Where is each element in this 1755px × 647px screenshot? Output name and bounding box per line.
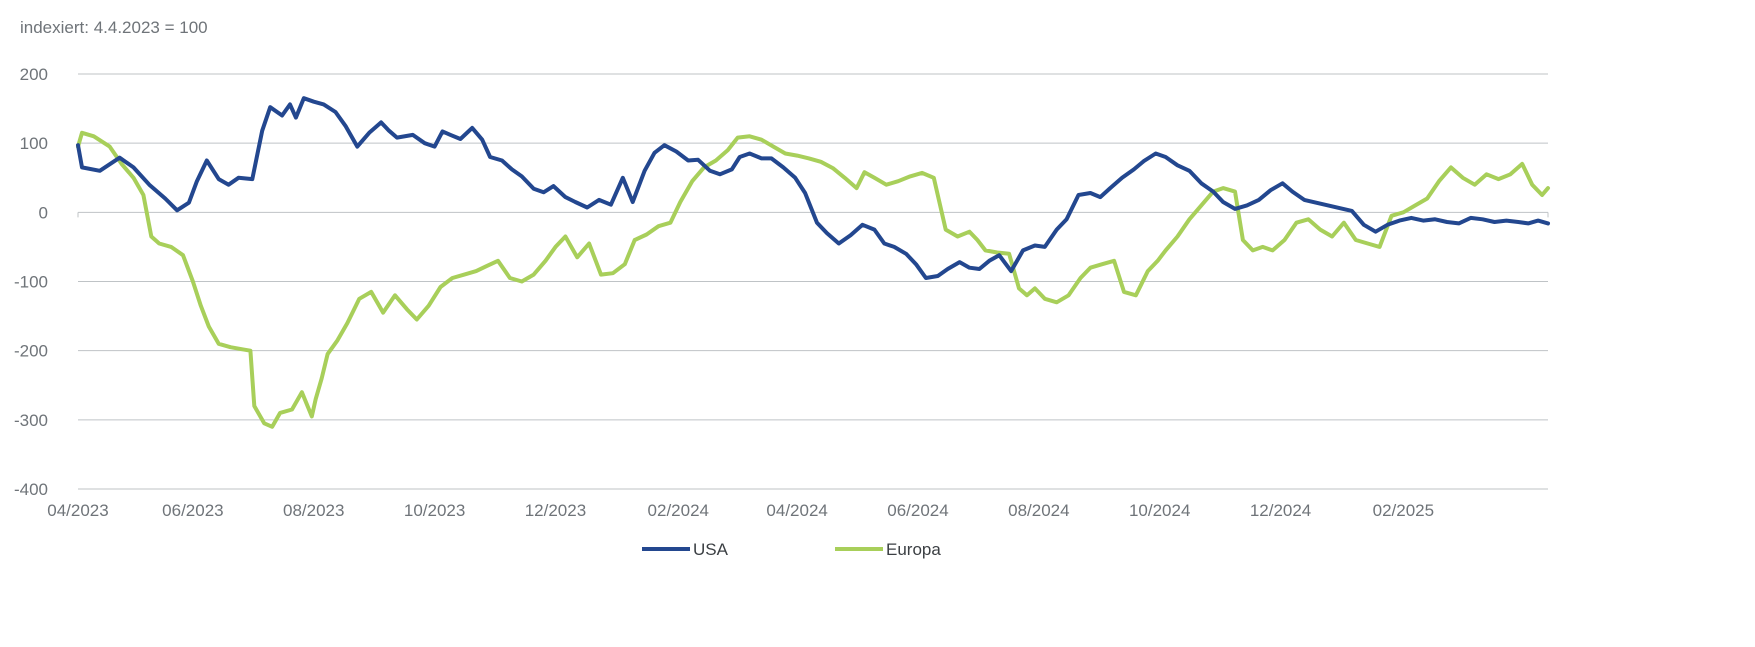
y-tick-label: 200 bbox=[20, 65, 48, 84]
x-tick-label: 04/2023 bbox=[47, 501, 108, 520]
x-tick-label: 08/2024 bbox=[1008, 501, 1069, 520]
x-tick-label: 06/2023 bbox=[162, 501, 223, 520]
series-line-europa bbox=[76, 130, 1550, 429]
y-tick-label: -200 bbox=[14, 342, 48, 361]
chart-subtitle: indexiert: 4.4.2023 = 100 bbox=[20, 18, 208, 37]
x-tick-label: 12/2023 bbox=[525, 501, 586, 520]
y-axis: 200 100 0 -100 -200 -300 -400 bbox=[14, 65, 48, 499]
x-tick-label: 12/2024 bbox=[1250, 501, 1311, 520]
x-tick-label: 02/2024 bbox=[648, 501, 709, 520]
series-lines bbox=[76, 96, 1550, 429]
x-tick-label: 10/2024 bbox=[1129, 501, 1190, 520]
x-tick-label: 04/2024 bbox=[766, 501, 827, 520]
legend: USA Europa bbox=[642, 540, 941, 559]
x-axis: 04/2023 06/2023 08/2023 10/2023 12/2023 02/20… bbox=[47, 501, 1434, 520]
y-tick-label: -100 bbox=[14, 273, 48, 292]
y-tick-label: 0 bbox=[39, 203, 48, 222]
series-line-usa bbox=[76, 96, 1550, 280]
x-tick-label: 06/2024 bbox=[887, 501, 948, 520]
y-tick-label: -400 bbox=[14, 480, 48, 499]
x-tick-label: 08/2023 bbox=[283, 501, 344, 520]
y-tick-label: -300 bbox=[14, 411, 48, 430]
legend-label-usa: USA bbox=[693, 540, 729, 559]
x-tick-label: 10/2023 bbox=[404, 501, 465, 520]
y-tick-label: 100 bbox=[20, 134, 48, 153]
x-tick-label: 02/2025 bbox=[1373, 501, 1434, 520]
legend-label-europa: Europa bbox=[886, 540, 941, 559]
gridlines bbox=[77, 73, 1549, 490]
